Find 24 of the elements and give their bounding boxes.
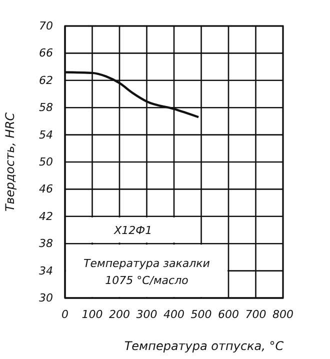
- y-tick-label: 70: [39, 20, 53, 33]
- x-tick-label: 600: [218, 308, 239, 321]
- x-tick-label: 0: [62, 308, 68, 321]
- y-tick-label: 46: [39, 182, 53, 196]
- y-tick-label: 58: [39, 101, 53, 114]
- x-tick-label: 800: [272, 308, 294, 321]
- annotation: Температура закалки 1075 °C/масло: [84, 256, 210, 287]
- y-tick-label: 34: [39, 264, 53, 278]
- x-tick-label: 100: [82, 308, 103, 321]
- y-tick-label: 62: [39, 74, 53, 87]
- x-tick-label: 500: [190, 308, 212, 321]
- y-tick-label: 54: [39, 128, 53, 142]
- y-axis-title: Твердость, HRC: [3, 112, 17, 212]
- x-tick-label: 400: [164, 308, 184, 321]
- y-tick-label: 38: [39, 237, 53, 250]
- y-tick-label: 30: [39, 292, 53, 305]
- annotation: Х12Ф1: [113, 224, 152, 237]
- x-tick-label: 300: [136, 308, 158, 321]
- x-tick-label: 200: [109, 308, 130, 321]
- y-tick-label: 50: [39, 156, 53, 169]
- x-axis-title: Температура отпуска, °C: [124, 339, 284, 353]
- x-tick-label: 700: [245, 308, 266, 321]
- y-tick-label: 66: [39, 46, 53, 60]
- y-tick-label: 42: [39, 210, 53, 223]
